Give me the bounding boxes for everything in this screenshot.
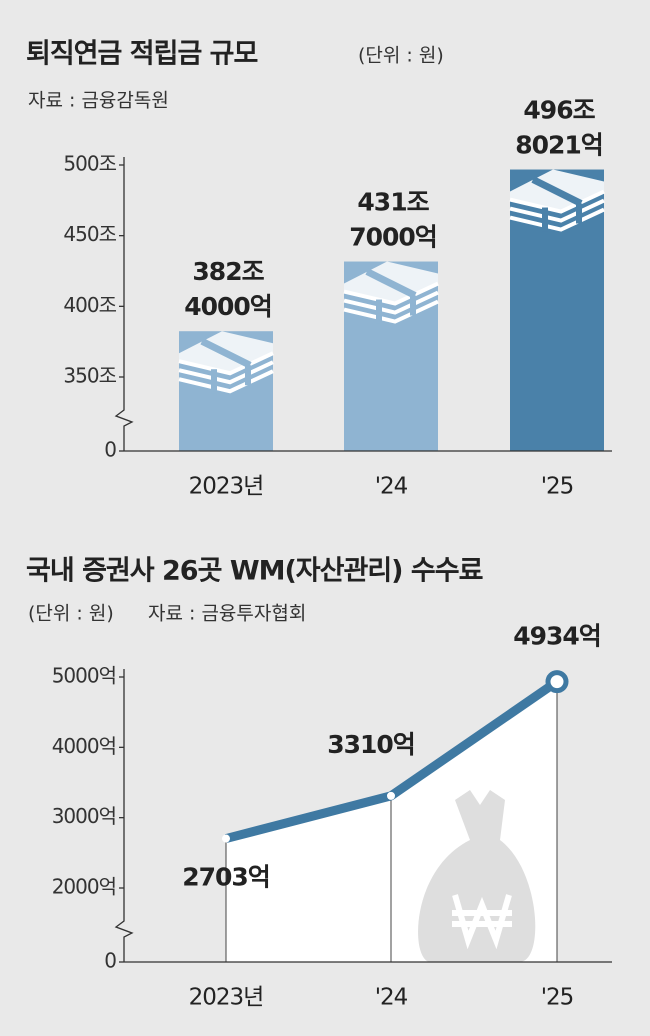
unit-note: (단위 : 원): [28, 603, 114, 625]
y-tick-label: 5000억: [52, 664, 116, 688]
value-label: 2703억: [182, 863, 270, 892]
bag-body: [418, 840, 536, 962]
chart-title: 국내 증권사 26곳 WM(자산관리) 수수료: [26, 556, 483, 587]
bag-won: [452, 894, 512, 950]
x-tick-label: '24: [375, 985, 408, 1011]
x-tick-label: '24: [375, 474, 408, 500]
bag-knot: [455, 790, 505, 840]
stack-band: [531, 176, 583, 207]
point: [545, 670, 569, 694]
x-tick-label: 2023년: [189, 474, 264, 500]
stack-stripe: [343, 290, 439, 315]
stack-stripe: [509, 207, 605, 232]
stack-stripe: [343, 281, 439, 306]
money-bag: [418, 790, 536, 962]
chart-title: 퇴직연금 적립금 규모: [26, 39, 258, 70]
y-tick-label: 450조: [63, 222, 116, 246]
x-tick-label: 2023년: [189, 985, 264, 1011]
value-label: 3310억: [327, 730, 415, 759]
stack-stripe: [509, 198, 605, 223]
value-label: 7000억: [349, 223, 437, 252]
y-tick-label: 2000억: [52, 875, 116, 899]
value-label: 8021억: [515, 131, 603, 160]
y-tick-label: 400조: [63, 293, 116, 317]
value-label: 4934억: [513, 622, 601, 651]
y-tick-label: 350조: [63, 364, 116, 388]
x-tick-label: '25: [541, 474, 574, 500]
value-label: 382조: [192, 257, 264, 286]
value-label: 496조: [523, 96, 595, 125]
value-label: 4000억: [184, 292, 272, 321]
y-axis: [114, 669, 134, 962]
value-label: 431조: [357, 188, 429, 217]
y-tick-label: 3000억: [52, 804, 116, 828]
stack-stripe: [178, 351, 274, 376]
stack-stripe: [178, 369, 274, 394]
y-tick-label: 0: [104, 438, 116, 462]
money-stack: [178, 331, 274, 394]
unit-note: (단위 : 원): [358, 45, 444, 67]
y-axis: [114, 157, 134, 451]
x-tick-label: '25: [541, 985, 574, 1011]
source: 자료 : 금융감독원: [28, 90, 169, 112]
stack-stripe: [178, 360, 274, 385]
stack-stripe: [509, 189, 605, 214]
y-tick-label: 500조: [63, 152, 116, 176]
money-stack: [343, 261, 439, 324]
y-tick-label: 4000억: [52, 734, 116, 758]
point: [387, 791, 395, 800]
point: [222, 834, 230, 843]
stack-band: [200, 338, 252, 369]
money-stack: [509, 169, 605, 232]
source: 자료 : 금융투자협회: [148, 603, 306, 625]
y-tick-label: 0: [104, 949, 116, 973]
stack-band: [365, 268, 417, 299]
stack-stripe: [343, 299, 439, 324]
